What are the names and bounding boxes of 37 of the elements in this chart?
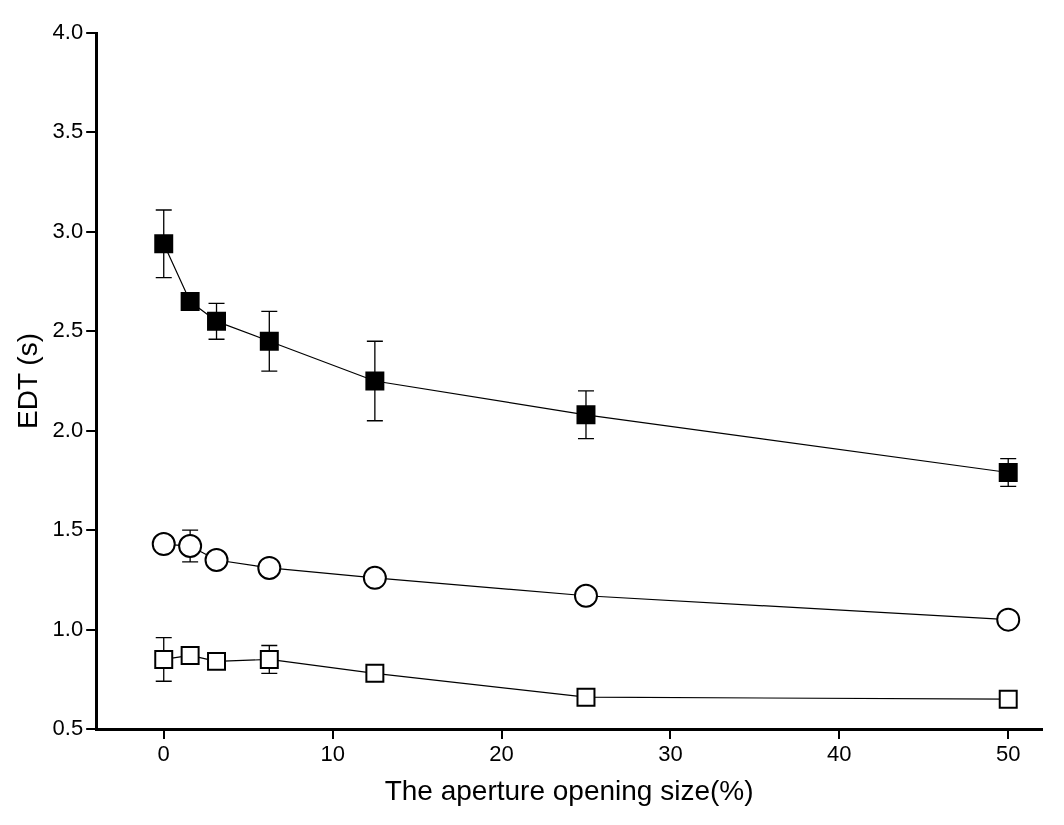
point: [180, 645, 200, 665]
point: [998, 689, 1018, 709]
x-tick-label: 20: [489, 741, 514, 767]
point: [573, 583, 598, 608]
point: [204, 547, 229, 572]
point: [259, 331, 279, 351]
point: [362, 565, 387, 590]
point: [996, 607, 1021, 632]
point: [207, 311, 227, 331]
point: [207, 651, 227, 671]
y-tick-label: 1.0: [52, 615, 84, 641]
point: [154, 649, 174, 669]
x-tick-label: 30: [658, 741, 683, 767]
point: [365, 663, 385, 683]
y-tick-label: 0.5: [52, 715, 84, 741]
y-tick-label: 3.0: [52, 217, 84, 243]
point: [154, 234, 174, 254]
point: [178, 534, 203, 559]
point: [576, 405, 596, 425]
x-axis-title: The aperture opening size(%): [384, 774, 754, 806]
point: [259, 649, 279, 669]
y-tick-label: 4.0: [52, 19, 84, 45]
point: [365, 371, 385, 391]
y-axis-title: EDT (s): [11, 333, 43, 429]
point: [998, 462, 1018, 482]
x-tick-label: 40: [827, 741, 852, 767]
y-tick-label: 2.0: [52, 416, 84, 442]
point: [257, 555, 282, 580]
x-tick-label: 0: [157, 741, 170, 767]
y-tick-label: 1.5: [52, 516, 84, 542]
point: [151, 532, 176, 557]
point: [180, 291, 200, 311]
point: [576, 687, 596, 707]
y-tick-label: 3.5: [52, 118, 84, 144]
x-tick-label: 50: [995, 741, 1021, 767]
y-tick-label: 2.5: [52, 317, 84, 343]
x-tick-label: 10: [320, 741, 345, 767]
